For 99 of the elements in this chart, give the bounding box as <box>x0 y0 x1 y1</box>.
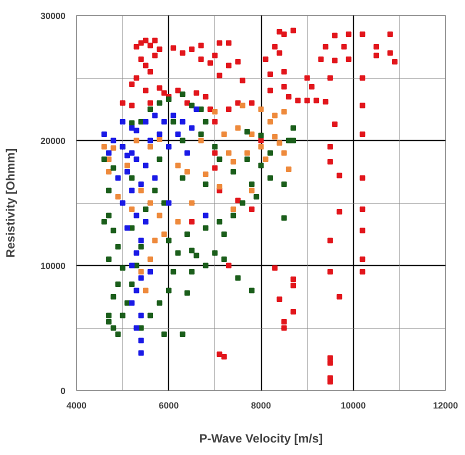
point <box>134 128 140 134</box>
point <box>106 150 112 156</box>
y-tick-label: 10000 <box>40 261 66 271</box>
point <box>124 162 130 168</box>
point <box>184 150 190 156</box>
point <box>189 125 195 131</box>
point <box>148 269 154 274</box>
point <box>101 132 107 137</box>
point <box>230 159 236 164</box>
point <box>240 102 246 108</box>
point <box>272 134 278 140</box>
point <box>138 338 144 344</box>
point <box>161 232 167 237</box>
x-tick-label: 4000 <box>66 400 87 410</box>
point <box>170 112 176 118</box>
point <box>262 156 268 162</box>
point <box>258 144 264 150</box>
point <box>138 350 144 356</box>
y-axis-title: Resistivity [Ohmm] <box>3 148 18 258</box>
x-tick-label: 12000 <box>432 400 458 410</box>
point <box>152 175 158 181</box>
point <box>138 188 144 194</box>
point <box>124 169 130 174</box>
point <box>138 238 144 244</box>
point <box>124 225 130 231</box>
point <box>249 188 255 194</box>
point <box>106 169 112 174</box>
point <box>212 109 218 114</box>
point <box>180 119 186 124</box>
point <box>175 162 181 168</box>
point <box>142 119 148 124</box>
point <box>124 152 130 158</box>
point <box>202 212 208 218</box>
point <box>166 144 172 150</box>
point <box>101 144 107 150</box>
point <box>134 250 140 256</box>
point <box>184 169 190 174</box>
point <box>276 140 282 146</box>
point <box>134 325 140 331</box>
point <box>152 112 158 118</box>
point <box>267 119 273 124</box>
y-tick-label: 0 <box>60 386 66 396</box>
point <box>156 212 162 218</box>
point <box>161 119 167 124</box>
point <box>129 125 135 131</box>
x-tick-label: 10000 <box>340 400 366 410</box>
point <box>148 256 154 262</box>
point <box>189 200 195 206</box>
point <box>134 138 140 144</box>
point <box>230 206 236 212</box>
point <box>281 150 287 156</box>
point <box>244 150 250 156</box>
point <box>226 150 232 156</box>
point <box>138 269 144 274</box>
y-tick-label: 30000 <box>40 11 66 21</box>
point <box>148 144 154 150</box>
point <box>152 238 158 244</box>
point <box>286 166 292 172</box>
point <box>249 132 255 137</box>
point <box>156 132 162 137</box>
point <box>129 206 135 212</box>
point <box>134 156 140 162</box>
point <box>166 200 172 206</box>
point <box>110 138 116 144</box>
point <box>175 132 181 137</box>
point <box>156 136 162 142</box>
point <box>175 219 181 224</box>
point <box>134 288 140 294</box>
point <box>138 182 144 187</box>
point <box>258 106 264 112</box>
point <box>148 200 154 206</box>
point <box>142 288 148 294</box>
x-tick-label: 6000 <box>158 400 179 410</box>
point <box>134 212 140 218</box>
point <box>129 150 135 156</box>
x-axis-title: P-Wave Velocity [m/s] <box>199 432 323 446</box>
point <box>198 138 204 144</box>
point <box>138 312 144 318</box>
point <box>216 184 222 190</box>
point <box>129 300 135 306</box>
point <box>272 112 278 118</box>
point <box>202 172 208 177</box>
point <box>120 119 126 124</box>
point <box>235 125 241 131</box>
point <box>129 262 135 268</box>
point <box>194 106 200 112</box>
point <box>120 200 126 206</box>
point <box>115 175 121 181</box>
point <box>110 145 116 151</box>
point <box>281 109 287 114</box>
point <box>115 194 121 200</box>
point <box>221 132 227 137</box>
y-tick-label: 20000 <box>40 136 66 146</box>
x-tick-label: 8000 <box>250 400 272 410</box>
point <box>142 162 148 168</box>
point <box>129 188 135 194</box>
point <box>148 138 154 144</box>
point <box>138 275 144 281</box>
point <box>142 219 148 224</box>
